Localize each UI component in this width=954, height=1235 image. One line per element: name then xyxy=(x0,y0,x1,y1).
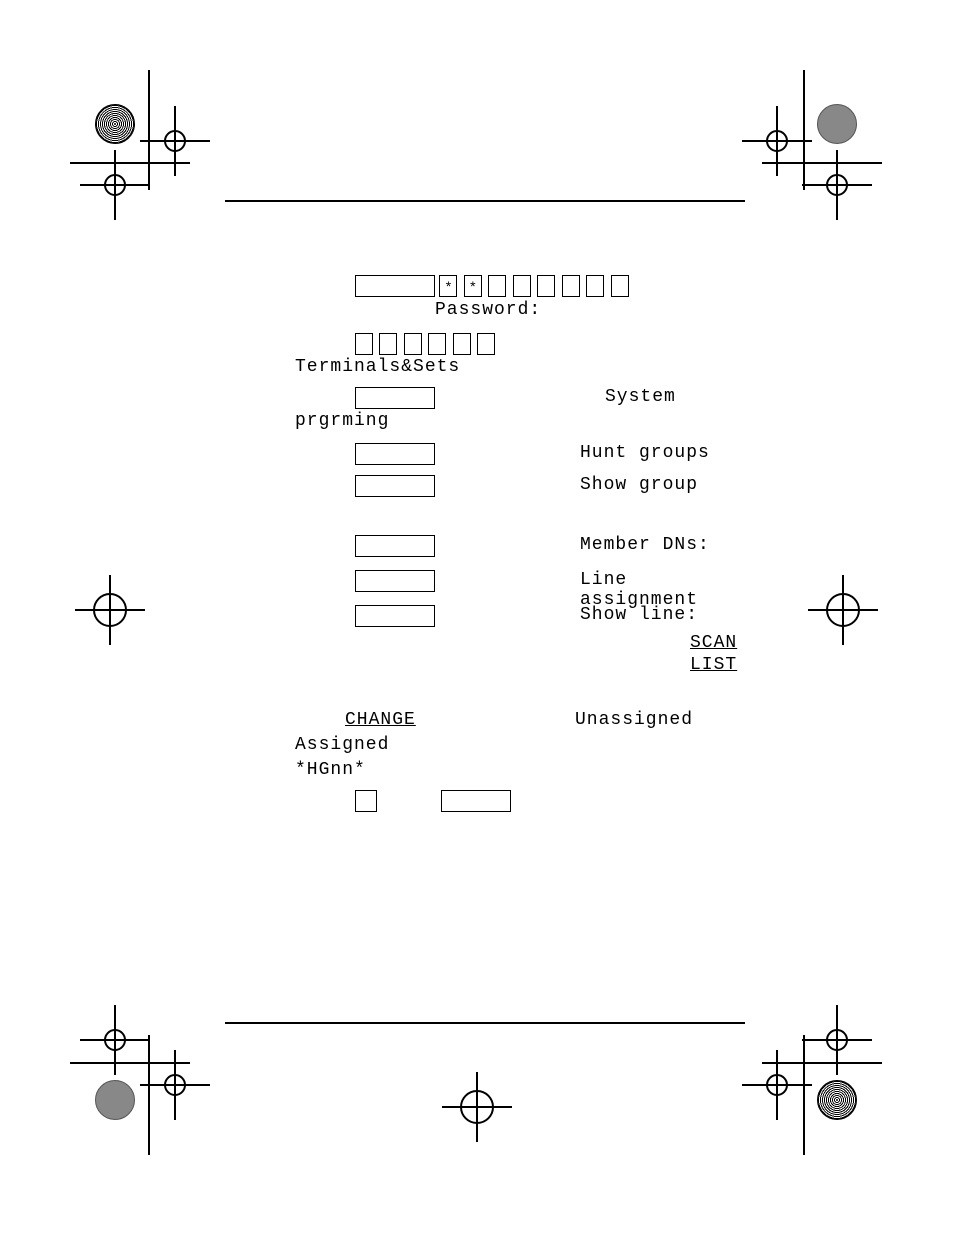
line-assignment-label: Line assignment xyxy=(580,570,745,610)
keypad-box-3 xyxy=(488,275,506,297)
scan-link[interactable]: SCAN xyxy=(690,633,737,653)
reg-target-mid-right xyxy=(808,575,878,645)
reg-target-bottom-right-2 xyxy=(742,1050,812,1120)
nav-box-2 xyxy=(355,443,435,465)
reg-target-bottom-left-2 xyxy=(140,1050,210,1120)
programming-content: * * Password: Terminals&Sets System prgr… xyxy=(225,185,745,825)
show-group-label: Show group xyxy=(580,475,698,495)
keypad-row-1: * * xyxy=(355,275,631,297)
keypad-box-star2: * xyxy=(464,275,482,297)
keypad-box-7 xyxy=(586,275,604,297)
reg-gray-bottom-left xyxy=(95,1080,135,1120)
keypad-box-4 xyxy=(513,275,531,297)
list-link[interactable]: LIST xyxy=(690,655,737,675)
member-dns-label: Member DNs: xyxy=(580,535,710,555)
change-link[interactable]: CHANGE xyxy=(345,710,416,730)
keypad-box-star1: * xyxy=(439,275,457,297)
keypad-box-r2-4 xyxy=(428,333,446,355)
bottom-smallbox xyxy=(355,790,377,812)
system-label: System xyxy=(605,387,676,407)
nav-row-showline xyxy=(355,605,435,627)
reg-target-bottom-center xyxy=(442,1072,512,1142)
assigned-label: Assigned xyxy=(295,735,389,755)
keypad-box-r2-6 xyxy=(477,333,495,355)
reg-target-top-left-1 xyxy=(140,106,210,176)
bottom-horizontal-rule xyxy=(225,1022,745,1024)
keypad-row-2 xyxy=(355,333,497,355)
keypad-wide-box-1 xyxy=(355,275,435,297)
unassigned-label: Unassigned xyxy=(575,710,693,730)
nav-box-5 xyxy=(355,570,435,592)
hgnn-label: *HGnn* xyxy=(295,760,366,780)
bottom-boxes xyxy=(355,790,511,812)
nav-row-hunt xyxy=(355,443,435,465)
nav-box-4 xyxy=(355,535,435,557)
password-label: Password: xyxy=(435,300,541,320)
nav-box-6 xyxy=(355,605,435,627)
reg-radial-bottom-right xyxy=(817,1080,857,1120)
reg-radial-top-left xyxy=(95,104,135,144)
reg-target-bottom-right-1 xyxy=(802,1005,872,1075)
keypad-box-r2-1 xyxy=(355,333,373,355)
reg-gray-top-right xyxy=(817,104,857,144)
hunt-groups-label: Hunt groups xyxy=(580,443,710,463)
terminals-sets-label: Terminals&Sets xyxy=(295,357,460,377)
reg-target-mid-left xyxy=(75,575,145,645)
prgrming-label: prgrming xyxy=(295,411,389,431)
keypad-box-6 xyxy=(562,275,580,297)
keypad-box-r2-5 xyxy=(453,333,471,355)
nav-box-3 xyxy=(355,475,435,497)
show-line-label: Show line: xyxy=(580,605,698,625)
nav-row-member xyxy=(355,535,435,557)
nav-box-1 xyxy=(355,387,435,409)
keypad-box-5 xyxy=(537,275,555,297)
keypad-box-r2-3 xyxy=(404,333,422,355)
nav-row-system xyxy=(355,387,435,409)
reg-target-top-left-2 xyxy=(80,150,150,220)
nav-row-line xyxy=(355,570,435,592)
keypad-box-8 xyxy=(611,275,629,297)
bottom-medbox xyxy=(441,790,511,812)
keypad-box-r2-2 xyxy=(379,333,397,355)
reg-target-top-right-2 xyxy=(802,150,872,220)
nav-row-showgroup xyxy=(355,475,435,497)
